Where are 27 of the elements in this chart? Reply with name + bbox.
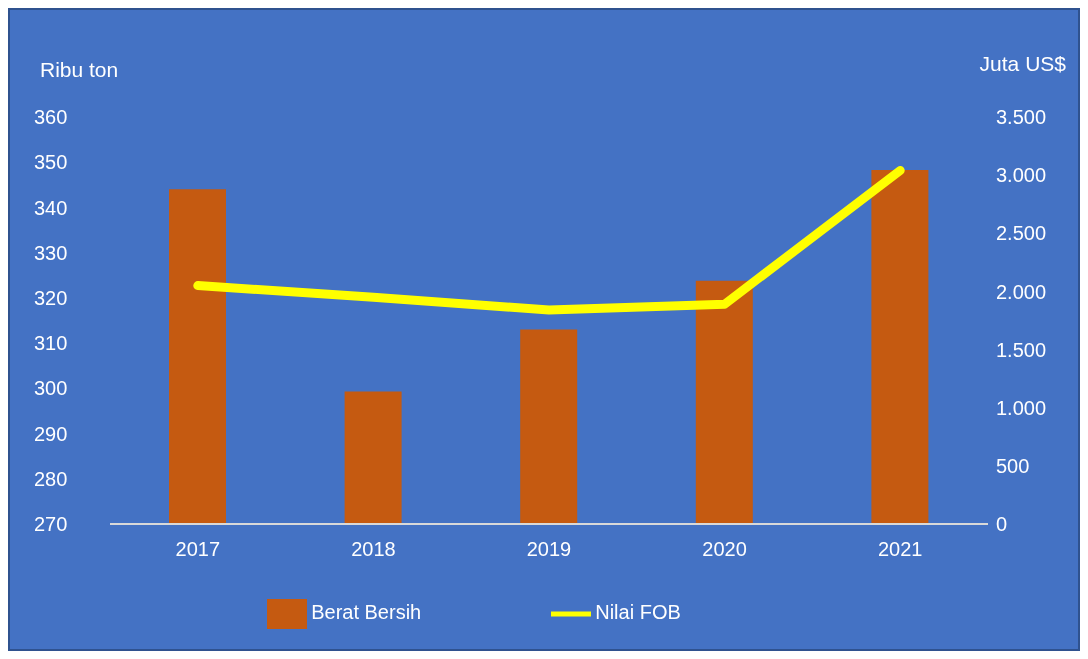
y2-tick-label: 3.500 [996,106,1047,129]
y-tick-label: 270 [34,513,68,536]
y-tick-label: 360 [34,106,68,129]
y2-tick-label: 2.500 [996,222,1047,245]
legend-label: Berat Bersih [311,601,422,624]
y-tick-label: 310 [34,332,68,355]
y2-tick-label: 500 [996,454,1030,477]
x-tick-label: 2019 [526,538,572,561]
y2-tick-label: 2.000 [996,280,1047,303]
y2-tick-label: 3.000 [996,164,1047,187]
y-tick-label: 280 [34,467,68,490]
y2-tick-label: 0 [996,513,1008,536]
y-tick-label: 350 [34,151,68,174]
x-tick-label: 2018 [351,538,396,561]
y-tick-label: 290 [34,422,68,445]
y2-tick-label: 1.000 [996,396,1047,419]
legend-label: Nilai FOB [595,601,681,624]
y-tick-label: 300 [34,377,68,400]
y2-axis-title: Juta US$ [979,52,1066,76]
x-tick-label: 2017 [175,538,221,561]
y-tick-label: 320 [34,286,68,309]
x-tick-label: 2020 [702,538,747,561]
y-tick-label: 330 [34,241,68,264]
y-tick-label: 340 [34,196,68,219]
y2-tick-label: 1.500 [996,338,1047,361]
y-axis-title: Ribu ton [40,58,119,82]
x-tick-label: 2021 [877,538,923,561]
